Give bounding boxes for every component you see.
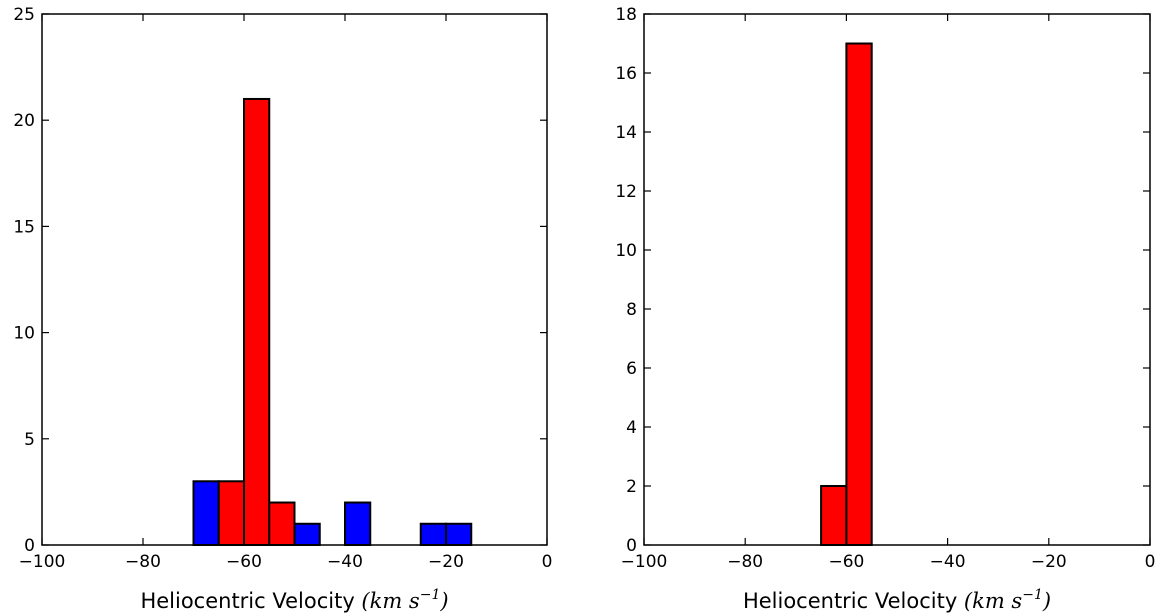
axes-frame — [643, 13, 1151, 546]
histogram-bar — [293, 522, 321, 547]
x-tick-label: −100 — [19, 552, 66, 572]
x-tick-label: 0 — [1145, 552, 1156, 572]
x-axis-unit: (km s — [361, 589, 420, 613]
x-tick-label: −40 — [327, 552, 363, 572]
y-tick-label: 6 — [626, 359, 637, 379]
x-axis-label: Heliocentric Velocity (km s−1) — [743, 587, 1051, 613]
histogram-bar — [820, 485, 848, 546]
x-axis-label: Heliocentric Velocity (km s−1) — [140, 587, 448, 613]
x-axis-unit-exponent: −1 — [1022, 587, 1043, 603]
y-tick-label: 4 — [626, 418, 637, 438]
histogram-bar — [243, 97, 271, 547]
axes-frame — [41, 13, 548, 546]
x-tick-label: −40 — [930, 552, 966, 572]
y-tick-label: 8 — [626, 300, 637, 320]
x-axis-label-text: Heliocentric Velocity — [140, 589, 361, 613]
right-histogram-panel: −100 −80 −60 −40 −20 0 0 2 4 6 8 10 12 14 16 18 Heliocen… — [615, 5, 1155, 613]
y-tick-label: 15 — [13, 217, 35, 237]
x-axis-unit-exponent: −1 — [420, 587, 441, 603]
x-tick-label: −100 — [621, 552, 668, 572]
y-tick-label: 16 — [615, 64, 637, 84]
y-tick-label: 14 — [615, 123, 637, 143]
histogram-bar — [445, 522, 473, 547]
x-tick-label: −20 — [428, 552, 464, 572]
x-tick-label: −80 — [125, 552, 161, 572]
x-axis-label-text: Heliocentric Velocity — [743, 589, 964, 613]
y-tick-label: 2 — [626, 477, 637, 497]
y-tick-label: 20 — [13, 111, 35, 131]
y-tick-label: 0 — [24, 536, 35, 556]
x-tick-label: −80 — [727, 552, 763, 572]
histogram-bar — [268, 501, 296, 546]
y-tick-label: 5 — [24, 430, 35, 450]
x-tick-label: −60 — [226, 552, 262, 572]
histogram-bar — [344, 501, 372, 546]
histogram-bar — [192, 480, 220, 546]
histogram-bar — [845, 42, 873, 546]
x-axis-unit-close: ) — [439, 589, 448, 613]
y-tick-label: 12 — [615, 182, 637, 202]
x-axis-unit-close: ) — [1042, 589, 1051, 613]
x-tick-label: −20 — [1031, 552, 1067, 572]
y-tick-label: 18 — [615, 5, 637, 25]
x-axis-unit: (km s — [964, 589, 1023, 613]
histogram-bar — [217, 480, 245, 546]
y-tick-label: 0 — [626, 536, 637, 556]
y-tick-label: 10 — [13, 324, 35, 344]
y-tick-label: 25 — [13, 5, 35, 25]
histogram-bar — [419, 522, 447, 547]
left-histogram-panel: −100 −80 −60 −40 −20 0 0 5 10 15 20 25 Heliocentric … — [13, 5, 552, 613]
x-tick-label: 0 — [542, 552, 553, 572]
x-tick-label: −60 — [828, 552, 864, 572]
y-tick-label: 10 — [615, 241, 637, 261]
